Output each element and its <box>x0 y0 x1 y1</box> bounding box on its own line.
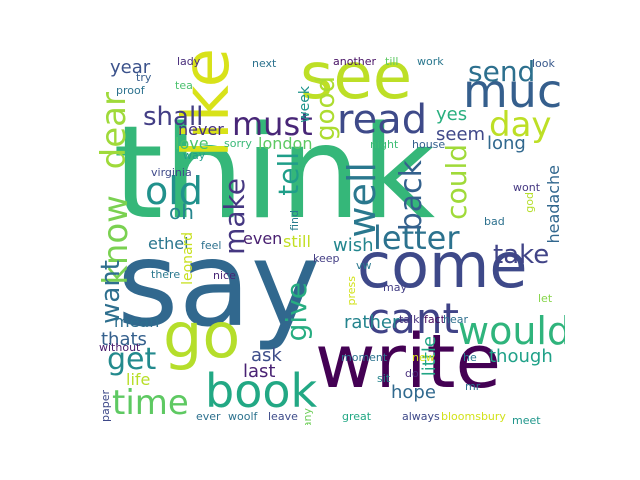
word-may: may <box>383 281 407 294</box>
word-old: old <box>145 169 203 213</box>
word-could: could <box>440 144 473 220</box>
word-next: next <box>252 57 277 70</box>
word-moment: moment <box>341 351 388 364</box>
word-oh: oh <box>169 200 194 224</box>
word-much: much <box>463 64 565 118</box>
word-see: see <box>300 50 413 114</box>
word-yes: yes <box>436 104 468 125</box>
word-still: still <box>283 232 311 251</box>
word-god: god <box>523 192 536 213</box>
word-seem: seem <box>436 124 486 145</box>
word-try: try <box>136 71 152 84</box>
word-cant: cant <box>367 294 459 343</box>
word-paper: paper <box>99 390 112 422</box>
word-letter: letter <box>373 219 460 257</box>
word-keep: keep <box>313 252 340 265</box>
word-last: last <box>243 361 276 382</box>
word-book: book <box>205 364 318 418</box>
word-leonard: leonard <box>180 232 196 285</box>
word-ever: ever <box>196 410 221 423</box>
word-ask: ask <box>251 345 282 366</box>
word-mr: mr <box>465 380 481 393</box>
word-good: good <box>311 76 341 141</box>
word-must: must <box>232 105 313 143</box>
word-sorry: sorry <box>224 137 252 150</box>
word-read: read <box>337 97 428 143</box>
word-talk: talk <box>399 313 420 326</box>
word-sit: sit <box>377 372 391 385</box>
word-though: though <box>489 346 553 367</box>
word-meet: meet <box>512 414 541 425</box>
word-many: many <box>301 408 314 425</box>
word-year: year <box>110 57 151 78</box>
word-new: new <box>412 351 435 364</box>
word-hear: hear <box>443 313 469 326</box>
word-nice: nice <box>213 269 236 282</box>
word-woolf: woolf <box>228 410 258 423</box>
word-wish: wish <box>333 235 374 256</box>
word-tell: tell <box>272 152 305 196</box>
word-leave: leave <box>268 410 298 423</box>
word-headache: headache <box>544 165 563 244</box>
word-would: would <box>458 309 565 353</box>
word-love: love <box>175 134 209 153</box>
word-mean: mean <box>114 312 160 331</box>
word-dear: dear <box>95 92 134 170</box>
word-london: london <box>258 134 313 153</box>
word-take: take <box>493 240 550 270</box>
word-well: well <box>340 162 384 238</box>
word-day: day <box>489 105 552 145</box>
word-get: get <box>107 342 157 377</box>
word-always: always <box>402 410 440 423</box>
word-write: write <box>315 319 502 405</box>
word-bloomsbury: bloomsbury <box>441 410 506 423</box>
word-fact: fact <box>424 313 445 326</box>
word-even: even <box>243 229 283 248</box>
word-rather: rather <box>344 312 400 333</box>
word-think: think <box>113 99 436 248</box>
word-let: let <box>538 292 553 305</box>
word-till: till <box>385 55 399 68</box>
word-great: great <box>342 410 372 423</box>
word-hope: hope <box>391 382 436 403</box>
word-do: do <box>405 367 419 380</box>
word-never: never <box>178 120 224 139</box>
word-another: another <box>333 55 377 68</box>
word-night: night <box>370 138 399 151</box>
word-feel: feel <box>201 239 222 252</box>
word-virginia: virginia <box>151 166 192 179</box>
word-give: give <box>280 282 313 342</box>
word-look: look <box>532 57 555 70</box>
word-cloud: thinksaywritegoseelikecomebookmuchreadmu… <box>95 50 565 425</box>
word-find: find <box>288 210 301 231</box>
word-thats: thats <box>101 329 147 350</box>
word-say: say <box>117 215 321 353</box>
word-week: week <box>297 86 313 123</box>
word-work: work <box>417 55 444 68</box>
word-back: back <box>394 160 429 232</box>
word-tea: tea <box>175 79 193 92</box>
word-life: life <box>126 370 151 389</box>
word-go: go <box>163 299 241 372</box>
word-bad: bad <box>484 215 505 228</box>
word-there: there <box>151 268 181 281</box>
word-long: long <box>487 133 526 154</box>
word-house: house <box>412 138 446 151</box>
word-wont: wont <box>513 181 541 194</box>
word-shall: shall <box>143 102 204 132</box>
word-press: press <box>345 276 358 306</box>
word-send: send <box>468 55 536 88</box>
word-proof: proof <box>116 84 145 97</box>
word-come: come <box>357 229 528 302</box>
word-he: he <box>463 351 477 364</box>
word-without: without <box>99 341 141 354</box>
word-ethel: ethel <box>148 234 189 253</box>
word-way: way <box>183 149 206 162</box>
word-lady: lady <box>177 55 201 68</box>
word-vw: vw <box>356 259 372 272</box>
word-time: time <box>112 383 189 423</box>
